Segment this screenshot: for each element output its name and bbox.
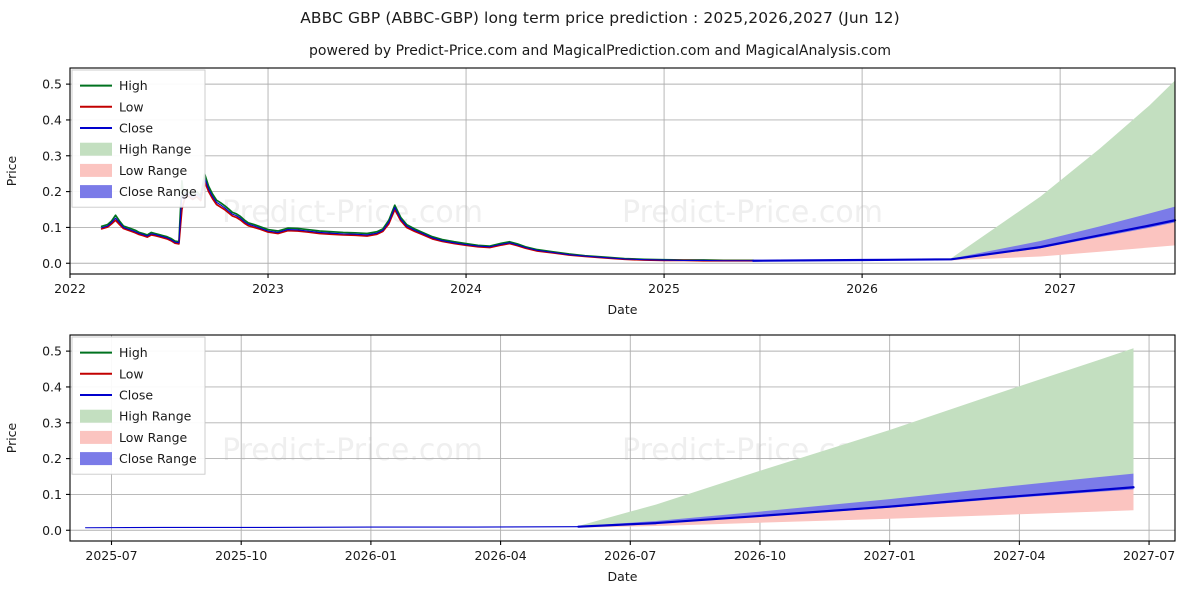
- x-axis-tick-label: 2024: [450, 281, 482, 296]
- page-title: ABBC GBP (ABBC-GBP) long term price pred…: [300, 9, 900, 27]
- y-axis-tick-label: 0.4: [42, 379, 62, 394]
- legend-swatch-patch: [80, 409, 112, 423]
- low-series-line: [100, 180, 755, 262]
- legend-item-label: Close: [119, 388, 153, 403]
- x-axis-title: Date: [608, 569, 638, 584]
- legend-item-label: Low Range: [119, 430, 188, 445]
- x-axis-tick-label: 2027-04: [993, 548, 1045, 563]
- x-axis-tick-label: 2027-01: [864, 548, 916, 563]
- close-history-line: [101, 177, 754, 262]
- legend-swatch-patch: [80, 185, 112, 199]
- close-range-band: [753, 206, 1175, 262]
- legend-item-label: Close Range: [119, 451, 197, 466]
- close-history-line: [85, 526, 579, 529]
- x-axis-title: Date: [608, 302, 638, 317]
- close-forecast-line: [577, 486, 1135, 528]
- page-subtitle: powered by Predict-Price.com and Magical…: [309, 43, 891, 59]
- x-axis-tick-label: 2026: [846, 281, 878, 296]
- y-axis-tick-label: 0.1: [42, 487, 62, 502]
- legend-item-label: High Range: [119, 409, 192, 424]
- chart-legend: [71, 336, 206, 475]
- watermark-text: Predict-Price.com: [222, 433, 483, 468]
- watermark-text: Predict-Price.com: [222, 195, 483, 230]
- x-axis-tick-label: 2026-07: [604, 548, 656, 563]
- y-axis-title: Price: [4, 155, 19, 186]
- y-axis-tick-label: 0.3: [42, 148, 62, 163]
- close-forecast-line: [752, 219, 1177, 262]
- legend-item-label: High: [119, 345, 148, 360]
- y-axis-tick-label: 0.1: [42, 220, 62, 235]
- y-axis-tick-label: 0.5: [42, 344, 62, 359]
- x-axis-tick-label: 2027-07: [1123, 548, 1175, 563]
- x-axis-tick-label: 2025: [648, 281, 680, 296]
- high-range-band: [578, 348, 1134, 528]
- legend-swatch-patch: [80, 142, 112, 156]
- short-term-chart-svg: Predict-Price.com Predict-Price.com0.00.1…: [4, 334, 1176, 584]
- legend-item-label: Close: [119, 121, 153, 136]
- low-range-band: [753, 222, 1175, 262]
- y-axis-tick-label: 0.3: [42, 415, 62, 430]
- chart-legend: [71, 69, 206, 208]
- y-axis-tick-label: 0.0: [42, 256, 62, 271]
- watermark-text: Predict-Price.com: [622, 195, 883, 230]
- y-axis-tick-label: 0.2: [42, 184, 62, 199]
- long-term-chart-svg: Predict-Price.com Predict-Price.com 0.0 0.1…: [4, 67, 1177, 317]
- legend-item-label: Close Range: [119, 184, 197, 199]
- y-axis-tick-label: 0.0: [42, 523, 62, 538]
- x-axis-tick-label: 2025-10: [215, 548, 267, 563]
- legend-item-label: High: [119, 78, 148, 93]
- x-axis-tick-label: 2022: [54, 281, 86, 296]
- high-series-line: [100, 173, 755, 262]
- legend-item-label: Low: [119, 366, 144, 381]
- x-axis-tick-label: 2025-07: [85, 548, 137, 563]
- axes-frame: [69, 67, 1176, 275]
- x-axis-tick-label: 2026-01: [345, 548, 397, 563]
- x-axis-tick-label: 2026-10: [734, 548, 786, 563]
- y-axis-tick-label: 0.4: [42, 112, 62, 127]
- legend-swatch-patch: [80, 430, 112, 444]
- x-axis-tick-label: 2023: [252, 281, 284, 296]
- y-axis-title: Price: [4, 422, 19, 453]
- legend-item-label: Low: [119, 99, 144, 114]
- x-axis-tick-label: 2026-04: [474, 548, 526, 563]
- legend-swatch-patch: [80, 163, 112, 177]
- short-term-chart-panel: Predict-Price.com Predict-Price.com 0.0 0.1…: [0, 325, 1200, 593]
- y-axis-tick-label: 0.2: [42, 451, 62, 466]
- x-axis-tick-label: 2027: [1044, 281, 1076, 296]
- axes-frame: [69, 334, 1176, 542]
- legend-item-label: Low Range: [119, 163, 188, 178]
- low-range-band: [578, 489, 1134, 528]
- high-range-band: [753, 80, 1175, 262]
- legend-item-label: High Range: [119, 142, 192, 157]
- y-axis-tick-label: 0.5: [42, 77, 62, 92]
- legend-swatch-patch: [80, 452, 112, 466]
- long-term-chart-panel: Predict-Price.com Predict-Price.com 0.0 0.1…: [0, 62, 1200, 320]
